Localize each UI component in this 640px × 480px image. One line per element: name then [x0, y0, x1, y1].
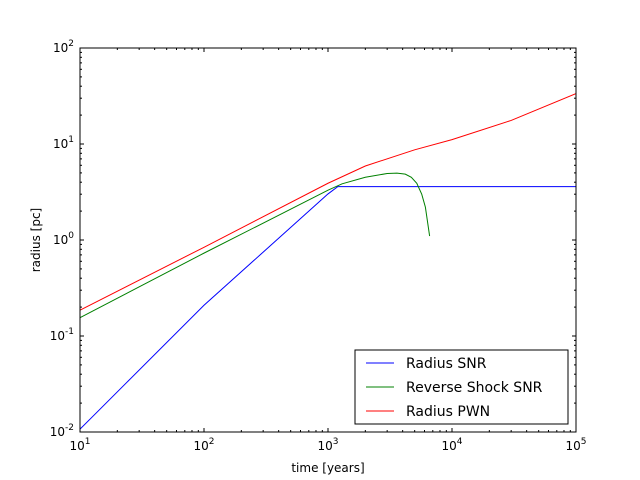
x-axis-label: time [years] — [291, 461, 364, 475]
y-tick-label: 10-2 — [50, 423, 74, 439]
legend-label: Reverse Shock SNR — [406, 380, 543, 396]
series-line-1 — [80, 172, 431, 319]
x-tick-labels: 101 102 103 104 105 — [69, 437, 586, 453]
y-tick-labels: 10-2 10-1 100 101 102 — [50, 39, 75, 439]
legend-label: Radius SNR — [406, 356, 487, 372]
plot-frame — [79, 47, 577, 433]
y-tick-label: 101 — [53, 135, 74, 151]
series-line-2 — [80, 93, 576, 311]
y-axis-label: radius [pc] — [29, 208, 43, 273]
series-line-0 — [80, 186, 576, 430]
x-tick-label: 103 — [317, 437, 338, 453]
x-tick-label: 102 — [193, 437, 214, 453]
y-tick-label: 102 — [53, 39, 74, 55]
legend: Radius SNR Reverse Shock SNR Radius PWN — [354, 349, 569, 425]
x-tick-label: 104 — [441, 437, 462, 453]
x-tick-label: 101 — [69, 437, 90, 453]
legend-label: Radius PWN — [406, 404, 490, 420]
y-tick-label: 100 — [53, 231, 74, 247]
x-tick-label: 105 — [565, 437, 586, 453]
series-lines — [80, 93, 576, 430]
y-tick-label: 10-1 — [50, 327, 74, 343]
